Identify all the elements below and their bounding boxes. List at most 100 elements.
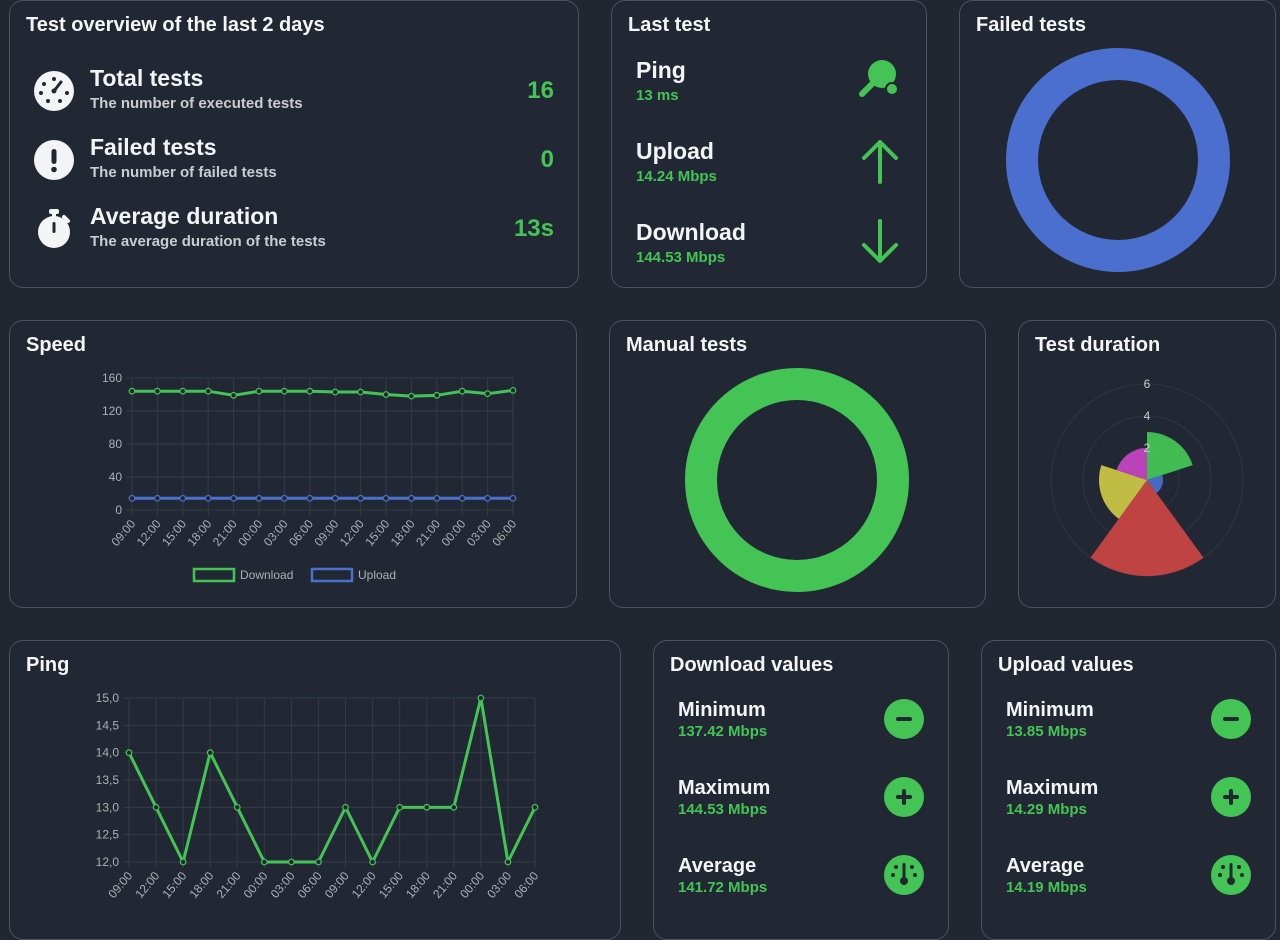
series-line [132,388,514,398]
y-tick-label: 12,5 [96,828,120,842]
data-point [306,387,314,395]
last-test-row-title: Upload [636,138,714,164]
exclamation-icon [34,140,74,180]
y-tick-label: 14,5 [96,718,120,732]
data-point [230,494,238,502]
data-point [450,803,458,811]
upload-min-value: 13.85 Mbps [1006,723,1087,740]
x-tick-label: 03:00 [484,869,514,901]
data-point [331,388,339,396]
data-point [255,387,263,395]
polar-slice [1147,432,1193,480]
data-point [342,803,349,811]
legend-swatch [192,567,236,583]
data-point [233,803,241,811]
data-point [204,494,212,502]
overview-row-failed: Failed tests The number of failed tests … [32,134,556,186]
data-point [509,386,517,394]
upload-values-card: Upload values Minimum 13.85 Mbps Maximum… [981,640,1276,940]
speedometer-icon [34,71,74,111]
y-tick-label: 15,0 [96,691,120,705]
last-test-row-download: Download 144.53 Mbps [636,219,902,279]
data-point [396,803,404,811]
series-line [127,696,537,864]
upload-avg-value: 14.19 Mbps [1006,879,1087,896]
data-point [281,387,288,395]
last-test-title: Last test [628,14,711,36]
data-point [369,858,377,866]
data-point [423,803,431,811]
x-tick-label: 09:00 [105,869,135,901]
x-tick-label: 18:00 [388,517,418,549]
gauge-icon [1211,855,1251,895]
x-tick-label: 12:00 [337,517,367,549]
x-tick-label: 06:00 [511,869,541,901]
data-point [331,494,339,502]
last-upload-value: 14.24 Mbps [636,168,717,185]
overview-row-subtitle: The number of executed tests [90,95,303,112]
polar-slice [1147,475,1163,493]
last-download-value: 144.53 Mbps [636,249,726,266]
x-tick-label: 09:00 [322,869,352,901]
x-tick-label: 15:00 [362,517,392,549]
x-tick-label: 21:00 [210,517,240,549]
plus-icon [1211,777,1251,817]
data-point [255,494,263,502]
polar-tick-label: 2 [1144,441,1151,455]
upload-min-row: Minimum 13.85 Mbps [1006,699,1251,755]
arrow-up-icon [862,140,898,184]
stat-title: Minimum [678,699,766,721]
last-test-row-ping: Ping 13 ms [636,57,902,117]
x-tick-label: 06:00 [489,517,519,549]
x-tick-label: 12:00 [349,869,379,901]
download-max-row: Maximum 144.53 Mbps [678,777,924,833]
stat-title: Maximum [1006,777,1099,799]
data-point [128,387,136,395]
stat-title: Average [1006,855,1085,877]
data-point [128,494,136,502]
data-point [153,494,161,502]
x-tick-label: 03:00 [268,869,298,901]
last-test-row-upload: Upload 14.24 Mbps [636,138,902,198]
y-tick-label: 80 [109,437,123,451]
minus-icon [884,699,924,739]
download-min-row: Minimum 137.42 Mbps [678,699,924,755]
data-point [408,392,415,400]
x-tick-label: 00:00 [457,869,487,901]
failed-tests-title: Failed tests [976,14,1087,36]
x-tick-label: 09:00 [108,517,138,549]
data-point [179,494,187,502]
total-tests-value: 16 [527,77,554,104]
manual-tests-doughnut-chart [685,368,909,592]
y-tick-label: 13,0 [96,800,120,814]
polar-tick-label: 4 [1144,409,1151,423]
polar-slice [1116,448,1147,480]
failed-tests-card: Failed tests [959,0,1276,288]
upload-max-value: 14.29 Mbps [1006,801,1087,818]
data-point [204,387,212,395]
average-duration-value: 13s [513,215,554,242]
data-point [260,858,268,866]
x-tick-label: 06:00 [286,517,316,549]
doughnut-slice [685,368,909,592]
data-point [288,858,295,866]
data-point [433,494,441,502]
data-point [315,858,322,866]
download-max-value: 144.53 Mbps [678,801,768,818]
download-avg-row: Average 141.72 Mbps [678,855,924,911]
x-tick-label: 03:00 [464,517,494,549]
speed-line-chart: 0408012016009:0012:0015:0018:0021:0000:0… [102,371,520,583]
last-ping-value: 13 ms [636,87,679,104]
x-tick-label: 15:00 [159,869,189,901]
y-tick-label: 13,5 [96,773,120,787]
polar-slice [1099,465,1147,519]
y-tick-label: 160 [102,371,122,385]
overview-row-subtitle: The number of failed tests [90,164,277,181]
data-point [357,494,365,502]
overview-row-title: Total tests [90,65,204,91]
data-point [153,387,161,395]
data-point [484,390,492,398]
data-point [531,803,539,811]
arrow-down-icon [862,219,898,263]
y-tick-label: 40 [109,470,123,484]
